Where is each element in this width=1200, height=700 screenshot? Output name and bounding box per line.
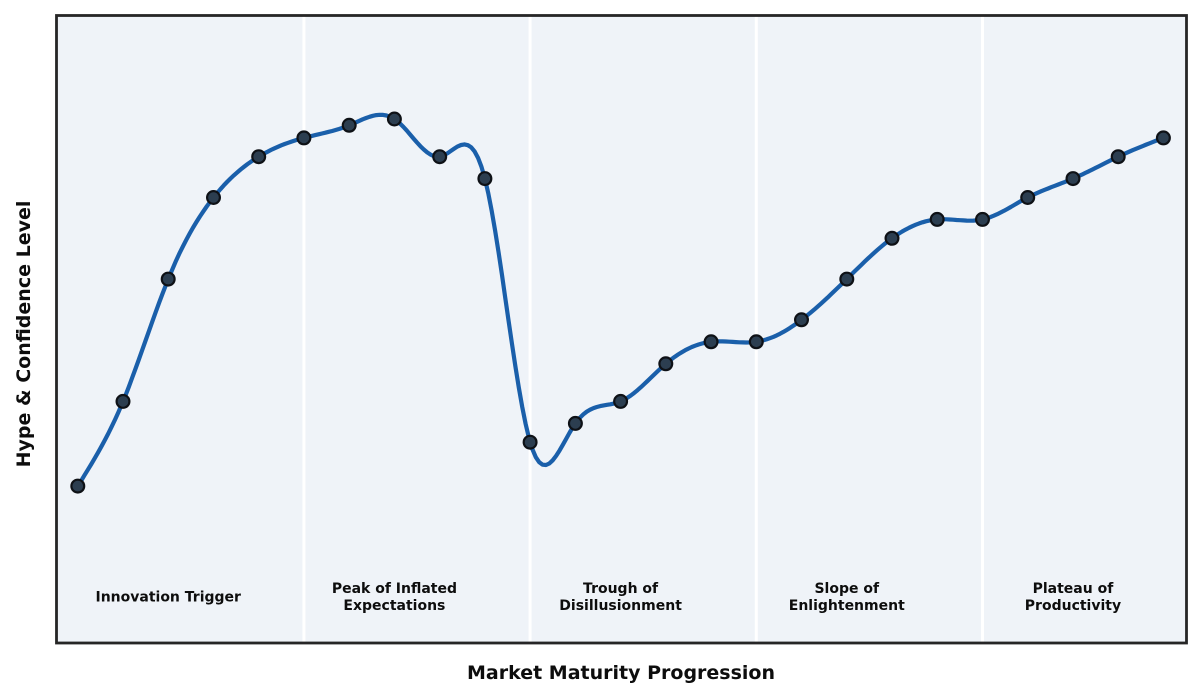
- data-point-14: [703, 334, 719, 350]
- plot-background: [56, 15, 1187, 643]
- data-point-17: [839, 271, 855, 287]
- data-point-23: [1110, 149, 1126, 165]
- data-point-21: [1020, 190, 1036, 206]
- data-point-6: [341, 117, 357, 133]
- x-axis-label: Market Maturity Progression: [466, 662, 776, 684]
- phase-label-1: Peak of Inflated Expectations: [331, 581, 457, 614]
- data-point-16: [793, 312, 809, 328]
- data-point-12: [613, 393, 629, 409]
- data-point-15: [748, 334, 764, 350]
- data-point-1: [115, 393, 131, 409]
- plot-border: [55, 14, 1188, 645]
- phase-label-2: Trough of Disillusionment: [559, 581, 682, 614]
- data-point-0: [70, 478, 86, 494]
- data-point-13: [658, 356, 674, 372]
- data-point-24: [1155, 130, 1171, 146]
- data-point-2: [160, 271, 176, 287]
- data-point-20: [974, 211, 990, 227]
- phase-label-3: Slope of Enlightenment: [788, 581, 905, 614]
- phase-label-0: Innovation Trigger: [95, 589, 241, 606]
- data-point-3: [206, 190, 222, 206]
- y-axis-label: Hype & Confidence Level: [13, 200, 35, 468]
- data-point-4: [251, 149, 267, 165]
- data-point-9: [477, 171, 493, 187]
- data-point-11: [567, 415, 583, 431]
- data-point-8: [432, 149, 448, 165]
- data-point-10: [522, 434, 538, 450]
- data-point-18: [884, 230, 900, 246]
- data-point-7: [386, 111, 402, 127]
- data-point-22: [1065, 171, 1081, 187]
- data-point-19: [929, 211, 945, 227]
- data-point-5: [296, 130, 312, 146]
- phase-label-4: Plateau of Productivity: [1024, 581, 1122, 614]
